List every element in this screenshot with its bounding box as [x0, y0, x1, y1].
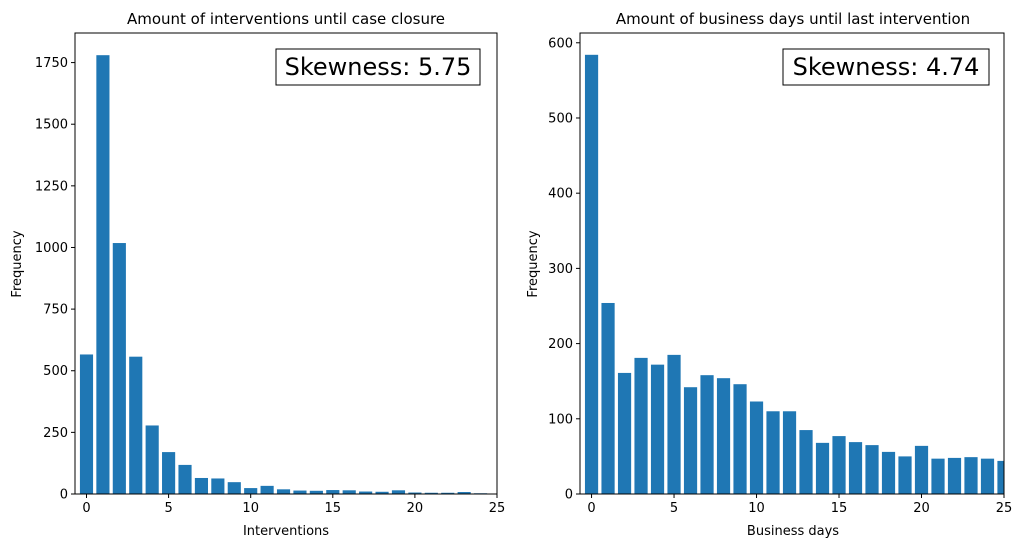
bar-x-2: [617, 372, 632, 494]
bar-x-11: [766, 411, 780, 494]
x-tick-label: 15: [325, 501, 342, 516]
bar-x-23: [457, 492, 471, 494]
plot-frame: [579, 32, 1005, 495]
y-tick-label: 1250: [35, 179, 68, 194]
bar-x-10: [244, 488, 258, 494]
bar-x-19: [391, 490, 406, 494]
bar-x-23: [964, 457, 978, 494]
annotation-box: [782, 48, 990, 86]
y-tick-label: 1000: [35, 241, 68, 256]
x-tick-label: 25: [996, 501, 1013, 516]
x-tick-label: 25: [489, 501, 506, 516]
bar-x-1: [601, 302, 615, 494]
x-axis-label: Business days: [747, 524, 839, 539]
bar-x-8: [211, 478, 225, 494]
x-tick-label: 0: [587, 501, 595, 516]
bar-x-18: [375, 491, 389, 494]
y-tick-label: 750: [43, 303, 68, 318]
bar-x-21: [424, 492, 438, 494]
bar-x-16: [342, 490, 356, 494]
bar-x-6: [683, 387, 698, 494]
y-tick-label: 400: [548, 187, 573, 202]
x-tick-label: 5: [670, 501, 678, 516]
y-tick-label: 1750: [35, 56, 68, 71]
bar-x-9: [733, 384, 747, 494]
bar-x-14: [815, 442, 830, 494]
bar-x-3: [634, 357, 648, 494]
plot-frame: [74, 32, 498, 495]
y-tick-label: 100: [548, 412, 573, 427]
bar-x-20: [408, 492, 422, 494]
x-tick-label: 20: [407, 501, 424, 516]
y-tick-label: 500: [548, 111, 573, 126]
bar-x-12: [276, 489, 291, 494]
chart-interventions: Amount of interventions until case closu…: [10, 10, 505, 539]
bar-x-4: [650, 364, 665, 494]
x-axis-label: Interventions: [243, 524, 329, 539]
bar-x-20: [914, 445, 929, 494]
bar-x-24: [980, 458, 995, 494]
bar-x-21: [931, 458, 945, 494]
x-tick-label: 0: [82, 501, 90, 516]
bar-x-2: [112, 243, 126, 494]
bar-x-13: [799, 430, 813, 494]
chart-title: Amount of interventions until case closu…: [127, 10, 445, 28]
y-tick-label: 300: [548, 262, 573, 277]
bar-x-13: [293, 490, 307, 494]
x-ticks: 0 5 10 15 20 25: [587, 494, 1012, 516]
bar-x-5: [162, 452, 176, 494]
bar-x-5: [667, 354, 681, 494]
skewness-annotation: Skewness: 4.74: [793, 53, 980, 81]
bar-x-4: [145, 425, 159, 494]
bar-x-7: [194, 477, 209, 494]
bar-x-10: [749, 401, 764, 494]
y-axis-label: Frequency: [526, 230, 541, 297]
skewness-annotation: Skewness: 5.75: [285, 53, 472, 81]
bar-x-17: [865, 445, 879, 494]
bar-x-6: [178, 464, 192, 494]
bar-x-11: [260, 485, 274, 494]
bar-x-17: [359, 491, 373, 494]
y-tick-label: 0: [60, 488, 68, 503]
bars: [79, 55, 497, 494]
bar-x-25: [997, 460, 1004, 494]
chart-business-days: Amount of business days until last inter…: [526, 10, 1012, 539]
bar-x-15: [326, 490, 340, 494]
y-axis-label: Frequency: [10, 230, 25, 297]
bars: [584, 54, 1004, 494]
x-tick-label: 20: [913, 501, 930, 516]
x-tick-label: 10: [242, 501, 259, 516]
y-tick-label: 200: [548, 337, 573, 352]
y-tick-label: 250: [43, 426, 68, 441]
bar-x-12: [782, 411, 797, 494]
bar-x-3: [129, 356, 143, 494]
x-tick-label: 5: [164, 501, 172, 516]
y-ticks: 0 250 500 750 1000 1250 1500 1750: [35, 56, 75, 503]
x-tick-label: 10: [748, 501, 765, 516]
bar-x-9: [227, 482, 241, 494]
bar-x-18: [881, 451, 896, 494]
bar-x-22: [441, 492, 455, 494]
bar-x-0: [79, 354, 94, 494]
bar-x-7: [700, 375, 714, 494]
annotation-box: [275, 48, 481, 86]
bar-x-0: [584, 54, 599, 494]
bar-x-16: [848, 442, 863, 494]
bar-x-22: [947, 457, 962, 494]
y-tick-label: 1500: [35, 118, 68, 133]
bar-x-19: [898, 456, 912, 494]
bar-x-14: [309, 490, 323, 494]
y-ticks: 0 100 200 300 400 500 600: [548, 36, 580, 503]
chart-title: Amount of business days until last inter…: [616, 10, 970, 28]
y-tick-label: 600: [548, 36, 573, 51]
x-tick-label: 15: [831, 501, 848, 516]
bar-x-15: [832, 436, 846, 494]
bar-x-8: [716, 378, 731, 494]
y-tick-label: 500: [43, 364, 68, 379]
x-ticks: 0 5 10 15 20 25: [82, 494, 505, 516]
bar-x-1: [96, 55, 110, 494]
y-tick-label: 0: [565, 488, 573, 503]
